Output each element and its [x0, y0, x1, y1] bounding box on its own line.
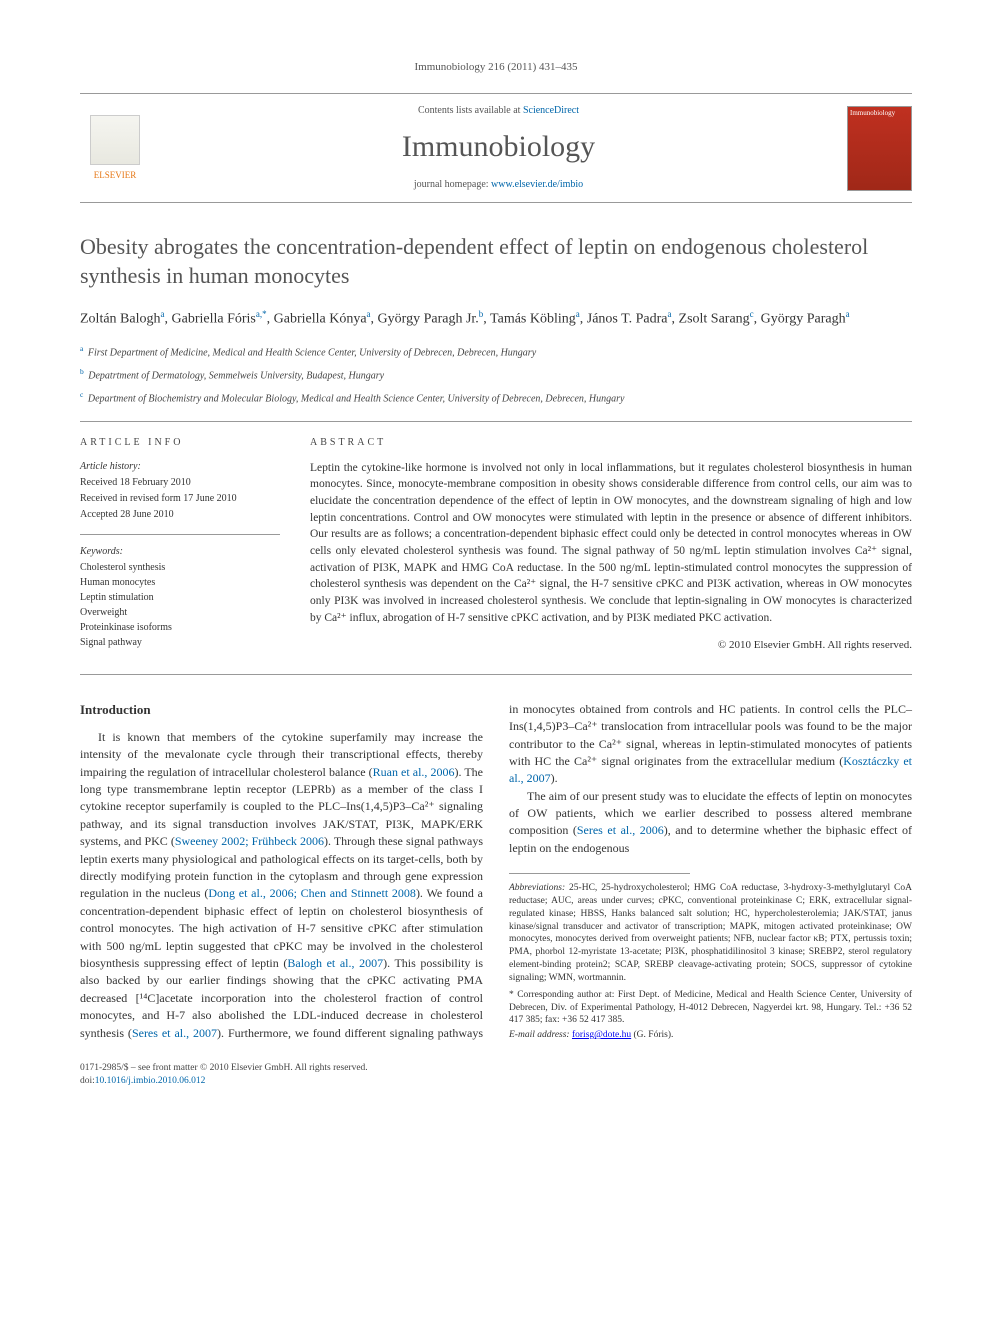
publisher-name: ELSEVIER: [94, 169, 137, 182]
text: ).: [324, 834, 331, 848]
cover-label: Immunobiology: [850, 109, 895, 117]
intro-para-2: The aim of our present study was to eluc…: [509, 788, 912, 858]
page: Immunobiology 216 (2011) 431–435 ELSEVIE…: [0, 0, 992, 1129]
journal-cover-thumbnail: Immunobiology: [847, 106, 912, 191]
keyword: Proteinkinase isoforms: [80, 621, 280, 635]
homepage-prefix: journal homepage:: [414, 179, 491, 190]
article-info: article info Article history: Received 1…: [80, 436, 280, 654]
keyword: Overweight: [80, 606, 280, 620]
keywords-label: Keywords:: [80, 545, 280, 559]
keyword: Leptin stimulation: [80, 591, 280, 605]
footnote-rule: [509, 873, 690, 874]
sciencedirect-link[interactable]: ScienceDirect: [523, 105, 579, 116]
abbrev-label: Abbreviations:: [509, 883, 565, 893]
corr-label: * Corresponding author at:: [509, 990, 614, 1000]
citation-link[interactable]: Balogh et al., 2007: [287, 956, 383, 970]
page-footer: 0171-2985/$ – see front matter © 2010 El…: [80, 1062, 912, 1089]
doi-label: doi:: [80, 1076, 95, 1086]
abbrev-text: 25-HC, 25-hydroxycholesterol; HMG CoA re…: [509, 883, 912, 983]
homepage-line: journal homepage: www.elsevier.de/imbio: [150, 178, 847, 192]
authors: Zoltán Balogha, Gabriella Fórisa,*, Gabr…: [80, 307, 912, 331]
elsevier-tree-icon: [90, 115, 140, 165]
abstract: abstract Leptin the cytokine-like hormon…: [310, 436, 912, 654]
masthead: ELSEVIER Contents lists available at Sci…: [80, 93, 912, 203]
history-item: Received in revised form 17 June 2010: [80, 492, 280, 506]
info-abstract-row: article info Article history: Received 1…: [80, 436, 912, 654]
divider-top: [80, 421, 912, 422]
history-item: Accepted 28 June 2010: [80, 508, 280, 522]
body-columns: Introduction It is known that members of…: [80, 701, 912, 1042]
history-label: Article history:: [80, 460, 280, 474]
article-info-heading: article info: [80, 436, 280, 450]
affiliations: a First Department of Medicine, Medical …: [80, 343, 912, 407]
citation-link[interactable]: Seres et al., 2006: [577, 823, 664, 837]
text: ).: [551, 771, 558, 785]
section-heading-introduction: Introduction: [80, 701, 483, 719]
masthead-center: Contents lists available at ScienceDirec…: [150, 104, 847, 192]
contents-line: Contents lists available at ScienceDirec…: [150, 104, 847, 118]
corresponding-author-footnote: * Corresponding author at: First Dept. o…: [509, 989, 912, 1027]
affiliation: b Depatrtment of Dermatology, Semmelweis…: [80, 366, 912, 383]
divider-bottom: [80, 674, 912, 675]
info-divider: [80, 534, 280, 535]
affiliation: a First Department of Medicine, Medical …: [80, 343, 912, 360]
citation-link[interactable]: Ruan et al., 2006: [373, 765, 455, 779]
keyword: Signal pathway: [80, 636, 280, 650]
elsevier-logo: ELSEVIER: [80, 108, 150, 188]
email-label: E-mail address:: [509, 1030, 570, 1040]
keyword: Cholesterol synthesis: [80, 561, 280, 575]
email-name: (G. Fóris).: [631, 1030, 673, 1040]
abstract-copyright: © 2010 Elsevier GmbH. All rights reserve…: [310, 638, 912, 653]
issn-line: 0171-2985/$ – see front matter © 2010 El…: [80, 1062, 912, 1075]
homepage-link[interactable]: www.elsevier.de/imbio: [491, 179, 583, 190]
contents-prefix: Contents lists available at: [418, 105, 523, 116]
journal-name: Immunobiology: [150, 126, 847, 168]
abbreviations-footnote: Abbreviations: 25-HC, 25-hydroxycholeste…: [509, 882, 912, 985]
email-footnote: E-mail address: forisg@dote.hu (G. Fóris…: [509, 1029, 912, 1042]
article-title: Obesity abrogates the concentration-depe…: [80, 233, 912, 290]
citation-link[interactable]: Dong et al., 2006; Chen and Stinnett 200…: [208, 886, 416, 900]
citation-link[interactable]: Seres et al., 2007: [132, 1026, 217, 1040]
history-item: Received 18 February 2010: [80, 476, 280, 490]
keyword: Human monocytes: [80, 576, 280, 590]
doi-link[interactable]: 10.1016/j.imbio.2010.06.012: [95, 1076, 206, 1086]
running-head: Immunobiology 216 (2011) 431–435: [80, 60, 912, 75]
abstract-text: Leptin the cytokine-like hormone is invo…: [310, 460, 912, 627]
email-link[interactable]: forisg@dote.hu: [572, 1030, 631, 1040]
citation-link[interactable]: Sweeney 2002; Frühbeck 2006: [175, 834, 324, 848]
affiliation: c Department of Biochemistry and Molecul…: [80, 389, 912, 406]
abstract-heading: abstract: [310, 436, 912, 450]
